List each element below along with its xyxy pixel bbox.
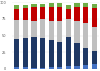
Bar — [66, 5, 71, 9]
Bar — [92, 4, 97, 8]
Bar — [23, 20, 28, 37]
Bar — [57, 7, 62, 22]
Bar — [31, 7, 36, 21]
Bar — [31, 37, 36, 68]
Bar — [66, 66, 71, 69]
Bar — [83, 24, 88, 47]
Bar — [57, 3, 62, 7]
Bar — [40, 38, 45, 68]
Bar — [14, 5, 19, 9]
Bar — [40, 4, 45, 7]
Bar — [49, 7, 54, 22]
Bar — [57, 42, 62, 67]
Bar — [74, 66, 80, 69]
Bar — [74, 22, 80, 43]
Bar — [92, 27, 97, 51]
Bar — [74, 7, 80, 22]
Bar — [92, 51, 97, 64]
Bar — [83, 47, 88, 65]
Bar — [14, 67, 19, 69]
Bar — [49, 67, 54, 69]
Bar — [14, 20, 19, 39]
Bar — [66, 9, 71, 19]
Bar — [23, 67, 28, 69]
Bar — [57, 22, 62, 42]
Bar — [66, 19, 71, 37]
Bar — [23, 37, 28, 67]
Bar — [66, 37, 71, 66]
Bar — [31, 68, 36, 69]
Bar — [49, 3, 54, 7]
Bar — [40, 7, 45, 19]
Bar — [31, 21, 36, 37]
Bar — [83, 3, 88, 7]
Bar — [14, 39, 19, 67]
Bar — [83, 7, 88, 24]
Bar — [74, 3, 80, 7]
Bar — [83, 65, 88, 69]
Bar — [23, 8, 28, 20]
Bar — [92, 8, 97, 27]
Bar — [74, 43, 80, 66]
Bar — [14, 9, 19, 20]
Bar — [40, 68, 45, 69]
Bar — [31, 4, 36, 7]
Bar — [92, 64, 97, 69]
Bar — [23, 5, 28, 8]
Bar — [57, 67, 62, 69]
Bar — [49, 40, 54, 67]
Bar — [40, 19, 45, 38]
Bar — [49, 22, 54, 40]
